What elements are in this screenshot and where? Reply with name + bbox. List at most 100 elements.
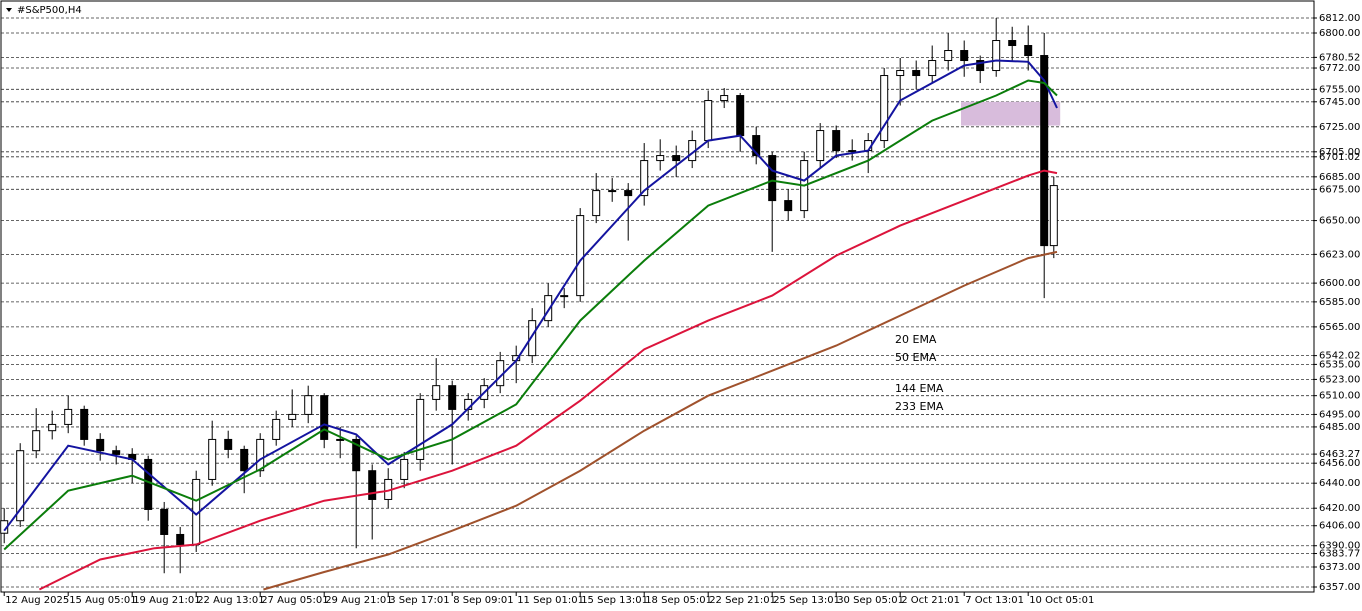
candle-body [768, 155, 777, 202]
ema-line [3, 79, 1058, 551]
ema-lines: 20 EMA 50 EMA 144 EMA 233 EMA [3, 59, 1058, 591]
candle-body [608, 190, 617, 193]
candle-body [48, 423, 57, 432]
candle-body [32, 430, 41, 452]
candles [0, 18, 1058, 574]
candle-body [432, 385, 441, 400]
y-tick-label: 6585.00 [1319, 297, 1360, 308]
candle-body [928, 60, 937, 77]
y-tick-label: 6406.00 [1319, 521, 1360, 532]
x-tick-label: 15 Aug 05:01 [69, 595, 136, 606]
candle-body [992, 40, 1001, 72]
candle-body [816, 130, 825, 162]
y-tick-label: 6705.00 [1319, 147, 1360, 158]
candle-body [16, 450, 25, 522]
candle-body [256, 438, 265, 472]
candle-body [208, 438, 217, 480]
candle-body [144, 458, 153, 510]
y-tick-label: 6685.00 [1319, 172, 1360, 183]
y-tick-label: 6623.00 [1319, 249, 1360, 260]
y-tick-label: 6772.00 [1319, 63, 1360, 74]
candle-body [912, 70, 921, 77]
candle-body [832, 130, 841, 152]
y-tick-label: 6650.00 [1319, 216, 1360, 227]
y-tick-label: 6542.02 [1319, 351, 1360, 362]
chart-title: #S&P500,H4 [17, 5, 82, 16]
candle-body [96, 438, 105, 452]
x-tick-label: 25 Sep 13:01 [773, 595, 840, 606]
candle-body [944, 50, 953, 62]
legend-label: 20 EMA [895, 333, 937, 346]
candle-body [416, 398, 425, 460]
candle-body [640, 160, 649, 197]
ema-line [263, 250, 1058, 591]
candle-body [736, 95, 745, 137]
candle-body [448, 385, 457, 410]
legend-label: 144 EMA [895, 382, 944, 395]
x-tick-label: 3 Sep 17:01 [389, 595, 449, 606]
zone [961, 101, 1061, 126]
y-tick-label: 6485.00 [1319, 422, 1360, 433]
ema-line [38, 169, 1058, 591]
menu-arrow[interactable] [6, 8, 12, 12]
y-tick-label: 6390.00 [1319, 541, 1360, 552]
x-tick-label: 11 Sep 01:01 [517, 595, 584, 606]
candle-body [560, 295, 569, 298]
x-tick-label: 30 Sep 05:01 [837, 595, 904, 606]
candle-body [656, 155, 665, 162]
y-tick-label: 6373.00 [1319, 562, 1360, 573]
candle-body [544, 295, 553, 322]
y-tick-label: 6535.00 [1319, 359, 1360, 370]
y-tick-label: 6495.00 [1319, 409, 1360, 420]
y-tick-label: 6565.00 [1319, 322, 1360, 333]
candle-body [896, 70, 905, 77]
y-tick-label: 6812.00 [1319, 13, 1360, 24]
candle-body [112, 450, 121, 455]
y-tick-label: 6780.52 [1319, 52, 1360, 63]
y-tick-label: 6725.00 [1319, 122, 1360, 133]
x-tick-label: 2 Oct 21:01 [901, 595, 960, 606]
candle-body [288, 413, 297, 420]
y-tick-label: 6383.77 [1319, 549, 1360, 560]
y-tick-label: 6463.27 [1319, 449, 1360, 460]
zones [961, 101, 1061, 126]
ema-line [3, 59, 1058, 532]
grid [1, 17, 1313, 588]
candle-body [336, 438, 345, 441]
y-tick-label: 6701.02 [1319, 152, 1360, 163]
candle-body [320, 395, 329, 440]
candle-body [1040, 55, 1049, 247]
y-tick-label: 6600.00 [1319, 278, 1360, 289]
candle-body [176, 533, 185, 545]
x-tick-label: 29 Aug 21:01 [325, 595, 392, 606]
candle-body [592, 190, 601, 217]
x-tick-label: 22 Sep 21:01 [709, 595, 776, 606]
candle-body [400, 458, 409, 480]
y-tick-label: 6456.00 [1319, 458, 1360, 469]
x-tick-label: 18 Sep 05:01 [645, 595, 712, 606]
x-tick-label: 12 Aug 2025 [5, 595, 69, 606]
candle-body [304, 395, 313, 415]
candle-body [240, 448, 249, 472]
candle-body [704, 100, 713, 142]
x-tick-label: 15 Sep 13:01 [581, 595, 648, 606]
y-tick-label: 6523.00 [1319, 374, 1360, 385]
candle-body [1049, 185, 1058, 247]
y-tick-label: 6510.00 [1319, 391, 1360, 402]
x-tick-label: 7 Oct 13:01 [965, 595, 1024, 606]
candle-body [960, 50, 969, 62]
x-tick-label: 27 Aug 05:01 [261, 595, 328, 606]
candle-body [64, 408, 73, 425]
candle-body [368, 470, 377, 500]
candle-body [976, 60, 985, 72]
y-tick-label: 6440.00 [1319, 478, 1360, 489]
candle-body [720, 95, 729, 102]
candle-body [528, 320, 537, 357]
x-tick-label: 10 Oct 05:01 [1029, 595, 1094, 606]
candle-body [80, 408, 89, 440]
candle-body [1024, 45, 1033, 57]
y-tick-label: 6755.00 [1319, 84, 1360, 95]
candle-body [224, 438, 233, 450]
